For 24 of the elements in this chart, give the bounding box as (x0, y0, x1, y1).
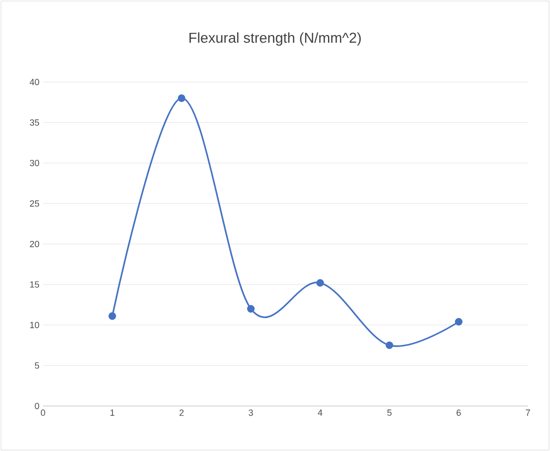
point (316, 279, 324, 287)
x-tick-label: 1 (110, 410, 114, 416)
x-tick-label: 7 (526, 410, 530, 416)
chart-title: Flexural strength (N/mm^2) (190, 32, 361, 46)
point (178, 94, 186, 102)
x-tick-label: 5 (387, 410, 392, 416)
x-tick-label: 6 (456, 410, 461, 416)
point (454, 318, 463, 326)
y-tick-label: 0 (34, 402, 40, 410)
x-tick-label: 2 (180, 410, 184, 416)
x-tick-label: 4 (318, 410, 322, 416)
y-tick-label: 25 (30, 200, 40, 207)
point (386, 341, 394, 350)
point (108, 312, 116, 320)
y-tick-label: 30 (30, 160, 40, 166)
x-tick-label: 0 (40, 410, 46, 416)
y-tick-label: 5 (34, 362, 40, 369)
point (247, 305, 255, 313)
y-tick-label: 15 (30, 281, 40, 288)
x-tick-label: 3 (248, 410, 253, 416)
y-tick-label: 35 (30, 119, 40, 126)
y-tick-label: 10 (30, 322, 40, 328)
y-tick-label: 20 (30, 240, 40, 248)
y-tick-label: 40 (30, 78, 40, 86)
